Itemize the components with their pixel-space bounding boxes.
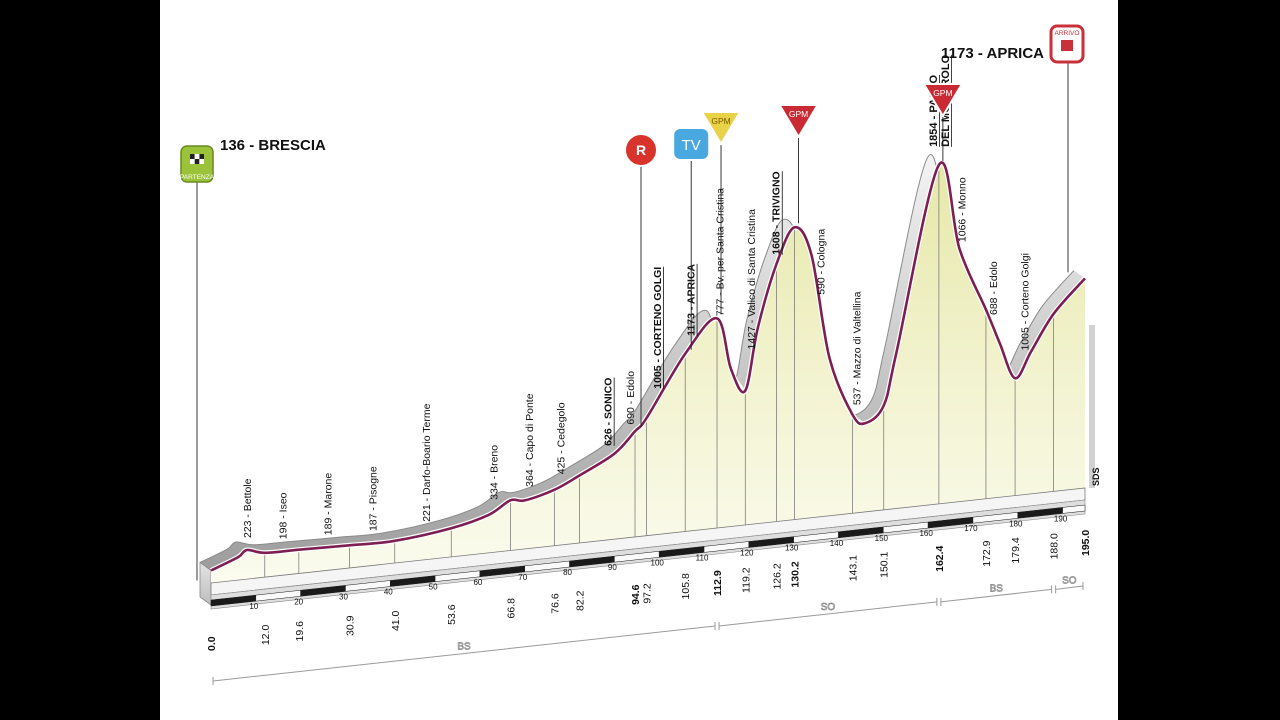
km-label: 94.6 (630, 584, 642, 605)
place-label: 1005 - Corteno Golgi (1019, 253, 1031, 350)
scale-tick-label: 100 (651, 558, 665, 567)
place-label: 189 - Marone (323, 473, 335, 536)
profile-left-wall (199, 561, 212, 606)
km-label: 195.0 (1080, 530, 1092, 556)
km-label: 112.9 (712, 570, 724, 596)
km-label: 82.2 (574, 590, 586, 611)
place-label: 425 - Cedegolo (556, 402, 568, 474)
province-label: SO (821, 602, 836, 613)
place-label: 1608 - TRIVIGNO (771, 171, 783, 254)
gpm-icon-label: GPM (933, 88, 952, 98)
province-segment-bg (816, 599, 839, 612)
start-badge-label: PARTENZA (180, 174, 215, 181)
place-label: 1066 - Monno (957, 177, 969, 242)
profile-right-wall (1089, 325, 1095, 488)
gpm-icon (701, 111, 742, 145)
km-label: 30.9 (344, 615, 356, 636)
scale-tick-label: 70 (518, 573, 527, 582)
gpm-icon (922, 83, 963, 117)
scale-tick-label: 170 (964, 524, 978, 533)
place-label: 1427 - Valico di Santa Cristina (746, 209, 758, 350)
scale-bar-segment (1062, 504, 1086, 514)
province-segment-line (212, 625, 716, 682)
province-segment-bg (1058, 573, 1081, 586)
scale-tick-label: 120 (740, 549, 754, 558)
scale-tick-label: 40 (384, 588, 393, 597)
scale-tick-label: 180 (1009, 519, 1023, 528)
km-label: 76.6 (549, 593, 561, 614)
finish-badge-label: ARRIVO (1055, 30, 1080, 37)
refuel-icon (624, 133, 659, 167)
place-label: 334 - Breno (488, 445, 500, 500)
scale-tick-label: 50 (429, 583, 438, 592)
km-label: 105.8 (680, 573, 692, 599)
km-label: 119.2 (740, 567, 752, 593)
km-label: 66.8 (505, 598, 517, 619)
finish-town-label: 1173 - APRICA (941, 45, 1044, 62)
sds-watermark: SDS (1091, 467, 1101, 486)
scale-tick-label: 150 (875, 534, 889, 543)
km-label: 0.0 (206, 636, 218, 651)
scale-tick-label: 80 (563, 568, 572, 577)
scale-tick-label: 30 (339, 592, 348, 601)
finish-flag-icon-mark (1061, 40, 1073, 51)
place-label: 221 - Darfo-Boario Terme (421, 403, 433, 521)
km-label: 188.0 (1049, 533, 1061, 559)
scale-tick-label: 90 (608, 563, 617, 572)
province-segment-line (940, 588, 1052, 603)
place-label: 690 - Edolo (625, 371, 637, 425)
place-label: 198 - Iseo (278, 492, 290, 539)
place-label: 688 - Edolo (988, 261, 1000, 315)
scale-tick-label: 60 (473, 578, 482, 587)
km-label: 130.2 (790, 561, 802, 587)
refuel-icon-label: R (636, 142, 646, 158)
scale-tick-label: 190 (1054, 514, 1068, 523)
start-town-label: 136 - BRESCIA (220, 137, 326, 154)
province-label: BS (990, 584, 1004, 595)
scale-tick-label: 20 (294, 597, 303, 606)
scale-tick-label: 140 (830, 539, 844, 548)
km-label: 126.2 (772, 563, 784, 589)
scale-tick-label: 10 (249, 602, 258, 611)
gpm-icon (778, 104, 819, 138)
km-label: 97.2 (642, 583, 654, 604)
scale-tick-label: 110 (696, 553, 709, 562)
place-label: 1005 - CORTENO GOLGI (652, 267, 664, 389)
km-label: 53.6 (446, 604, 458, 625)
province-segment-line (1055, 585, 1084, 590)
tv-icon-label: TV (682, 137, 701, 154)
km-label: 143.1 (847, 555, 859, 581)
province-segment-line (718, 601, 937, 627)
scale-tick-label: 130 (785, 544, 799, 553)
km-label: 150.1 (879, 551, 891, 577)
place-label: 537 - Mazzo di Valtellina (851, 291, 863, 405)
province-segment-bg (985, 581, 1008, 594)
scale-tick-label: 160 (919, 529, 933, 538)
tv-icon (672, 127, 711, 161)
province-label: BS (457, 641, 471, 652)
place-label: 364 - Capo di Ponte (524, 393, 536, 487)
profile-line (210, 161, 1086, 572)
km-label: 12.0 (260, 625, 272, 646)
km-label: 172.9 (981, 540, 993, 566)
province-segment-bg (453, 639, 476, 652)
place-label: 223 - Bettole (242, 478, 254, 538)
place-label: 590 - Cologna (816, 229, 828, 295)
place-label: 187 - Pisogne (367, 466, 379, 531)
gpm-icon-label: GPM (711, 116, 730, 126)
km-label: 162.4 (934, 545, 946, 571)
profile-fill (211, 162, 1085, 583)
km-label: 179.4 (1010, 537, 1022, 563)
km-label: 19.6 (294, 621, 306, 642)
km-label: 41.0 (390, 610, 402, 631)
gpm-icon-label: GPM (789, 109, 808, 119)
province-label: SO (1062, 576, 1077, 587)
place-label: 626 - SONICO (603, 378, 615, 446)
